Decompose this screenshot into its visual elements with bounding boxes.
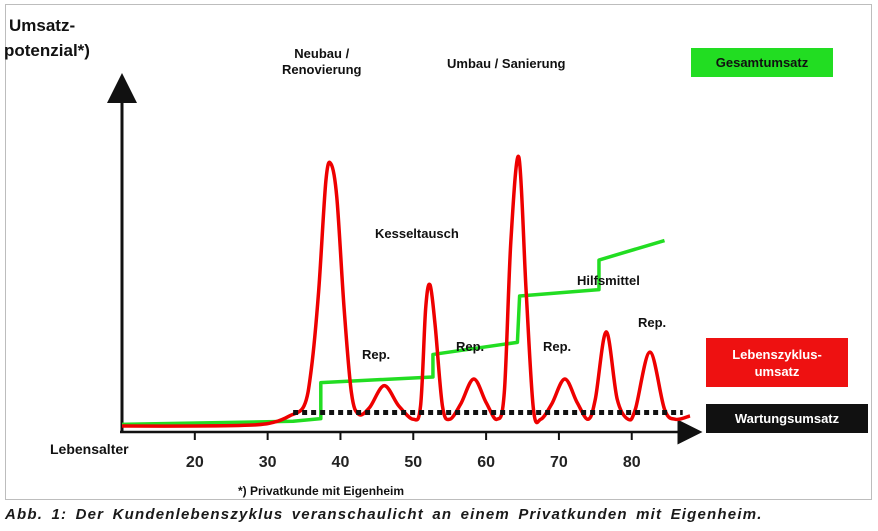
series-line-lebenszyklusumsatz	[121, 154, 691, 428]
annotation-neubau-line1: Neubau /	[294, 46, 350, 61]
annotation-rep-3: Rep.	[543, 339, 572, 354]
x-tick-label: 20	[185, 454, 204, 471]
x-tick-label: 60	[477, 454, 495, 471]
x-axis-title: Lebensalter	[50, 441, 129, 457]
annotation-rep-4: Rep.	[638, 315, 667, 330]
figure-caption: Abb. 1: Der Kundenlebenszyklus veranscha…	[5, 506, 763, 523]
legend-lebenszyklusumsatz: Lebenszyklus- umsatz	[706, 338, 848, 387]
legend-lebenszyklus-line2: umsatz	[754, 363, 800, 379]
annotation-hilfsmittel: Hilfsmittel	[577, 273, 640, 288]
x-tick-label: 80	[622, 454, 641, 471]
x-tick-label: 50	[404, 454, 423, 471]
annotation-rep-1: Rep.	[362, 347, 391, 362]
annotation-neubau-line2: Renovierung	[282, 62, 362, 77]
x-tick-label: 30	[258, 454, 277, 471]
y-axis-title-line1: Umsatz-	[9, 16, 76, 35]
x-tick-label: 70	[550, 454, 568, 471]
axes	[107, 73, 703, 445]
x-tick-label: 40	[331, 454, 350, 471]
legend-lebenszyklus-line1: Lebenszyklus-	[732, 346, 822, 362]
tick-marks	[193, 432, 633, 440]
y-axis-title-line2: potenzial*)	[4, 41, 90, 60]
annotation-kesseltausch: Kesseltausch	[375, 226, 459, 241]
annotation-umbau: Umbau / Sanierung	[447, 56, 566, 71]
series-layer	[121, 154, 691, 428]
annotation-rep-2: Rep.	[456, 339, 485, 354]
legend-gesamtumsatz: Gesamtumsatz	[691, 48, 833, 77]
footnote: *) Privatkunde mit Eigenheim	[238, 484, 405, 498]
annotation-neubau: Neubau / Renovierung	[282, 46, 361, 78]
legend-wartungsumsatz: Wartungsumsatz	[706, 404, 868, 433]
series-line-gesamtumsatz	[121, 238, 666, 427]
